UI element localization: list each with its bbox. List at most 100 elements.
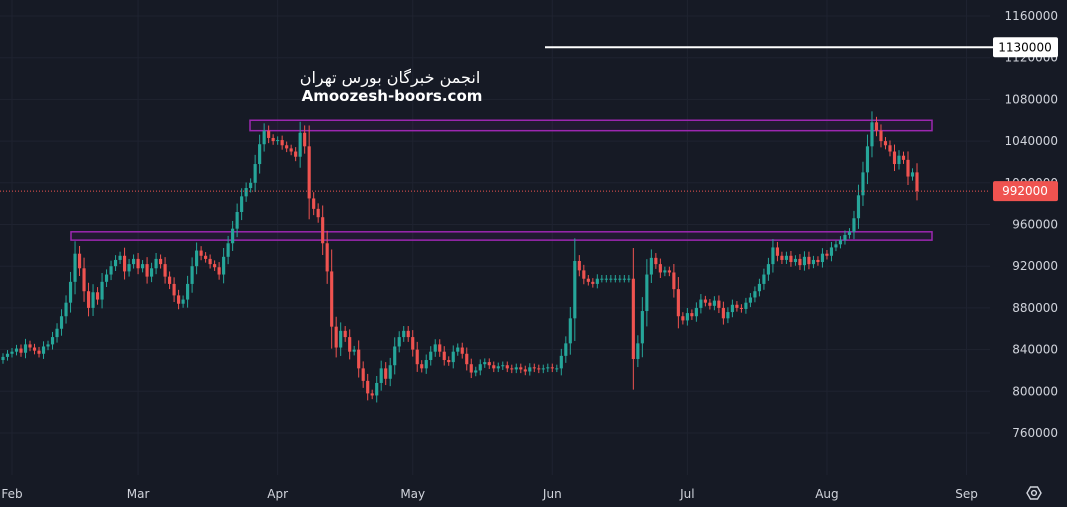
- candle-body: [289, 148, 293, 152]
- x-tick-label: Jul: [679, 487, 694, 501]
- candle-body: [807, 256, 811, 265]
- candle-body: [213, 264, 217, 268]
- candle-body: [240, 196, 244, 212]
- candle-body: [352, 349, 356, 352]
- y-tick-label: 800000: [1012, 384, 1058, 398]
- candle-body: [577, 260, 581, 271]
- candle-body: [676, 289, 680, 317]
- candle-body: [658, 264, 662, 273]
- candle-body: [361, 368, 365, 381]
- candle-body: [523, 369, 527, 372]
- candle-body: [780, 255, 784, 260]
- candle-body: [744, 302, 748, 309]
- candle-body: [55, 328, 59, 338]
- candle-body: [910, 172, 915, 177]
- x-tick-label: Feb: [1, 487, 22, 501]
- candle-body: [447, 360, 451, 363]
- x-tick-label: Jun: [542, 487, 562, 501]
- candle-body: [357, 349, 361, 369]
- candle-body: [262, 130, 266, 145]
- candle-body: [730, 304, 734, 313]
- candle-body: [343, 330, 347, 338]
- y-tick-label: 760000: [1012, 426, 1058, 440]
- candle-body: [307, 146, 311, 199]
- candle-body: [856, 195, 861, 219]
- candle-body: [145, 264, 149, 277]
- y-tick-label: 1160000: [1005, 9, 1058, 23]
- candle-body: [285, 145, 289, 149]
- candle-body: [68, 281, 73, 303]
- grid: [0, 0, 990, 475]
- candle-body: [757, 283, 761, 292]
- x-tick-label: May: [400, 487, 425, 501]
- candle-body: [37, 350, 41, 354]
- settings-icon[interactable]: [1026, 486, 1042, 500]
- candle-body: [181, 299, 185, 304]
- candle-body: [1, 356, 5, 361]
- candle-body: [888, 145, 892, 152]
- candle-body: [708, 302, 712, 306]
- candle-body: [204, 255, 208, 259]
- x-axis[interactable]: Feb Mar Apr May Jun Jul Aug Sep: [1, 487, 977, 501]
- candle-body: [622, 278, 626, 280]
- candle-body: [915, 172, 919, 192]
- target-price-tag: [993, 37, 1058, 58]
- candle-body: [631, 278, 635, 359]
- candle-body: [775, 247, 779, 256]
- overlays: [0, 46, 994, 192]
- candle-body: [478, 364, 482, 371]
- candle-body: [163, 264, 167, 277]
- x-tick-label: Sep: [955, 487, 978, 501]
- candle-body: [901, 155, 906, 160]
- candle-body: [217, 267, 221, 275]
- candle-body: [838, 240, 843, 245]
- last-price-tag: [993, 181, 1058, 202]
- candle-body: [537, 368, 541, 370]
- candle-body: [672, 272, 676, 290]
- candle-body: [429, 351, 433, 361]
- candle-body: [312, 198, 316, 209]
- candle-body: [487, 362, 491, 366]
- candle-body: [267, 130, 271, 138]
- x-tick-label: Aug: [815, 487, 838, 501]
- candle-body: [456, 347, 460, 352]
- candle-body: [348, 337, 352, 352]
- candle-body: [379, 368, 383, 383]
- candle-body: [541, 368, 545, 370]
- candle-body: [762, 274, 766, 284]
- candle-body: [415, 349, 419, 365]
- candle-body: [546, 367, 550, 369]
- price-tags: 1130000 992000: [993, 37, 1058, 202]
- candle-body: [492, 365, 496, 369]
- candle-body: [771, 247, 775, 265]
- candle-body: [726, 312, 730, 319]
- candle-body: [23, 344, 28, 353]
- candle-body: [86, 291, 91, 308]
- candle-body: [222, 256, 226, 275]
- candle-body: [451, 351, 455, 363]
- candle-body: [226, 243, 230, 257]
- candle-body: [582, 270, 586, 279]
- candle-body: [469, 364, 473, 373]
- candle-body: [19, 348, 23, 353]
- candle-body: [433, 344, 437, 352]
- candle-body: [276, 140, 280, 142]
- candle-body: [717, 300, 721, 308]
- candle-body: [122, 255, 127, 272]
- candle-body: [393, 346, 397, 366]
- support-zone: [70, 231, 933, 241]
- candle-body: [424, 360, 428, 369]
- candle-body: [712, 300, 716, 306]
- candle-body: [735, 304, 739, 308]
- candle-body: [789, 255, 793, 263]
- candle-body: [703, 299, 707, 303]
- candle-body: [559, 355, 563, 369]
- candle-body: [100, 281, 104, 300]
- candle-body: [325, 243, 329, 272]
- candle-body: [613, 278, 617, 280]
- candle-body: [663, 270, 667, 273]
- candle-body: [172, 283, 176, 296]
- y-axis[interactable]: 1160000112000010800001040000100000096000…: [1005, 9, 1058, 440]
- candle-body: [41, 346, 46, 354]
